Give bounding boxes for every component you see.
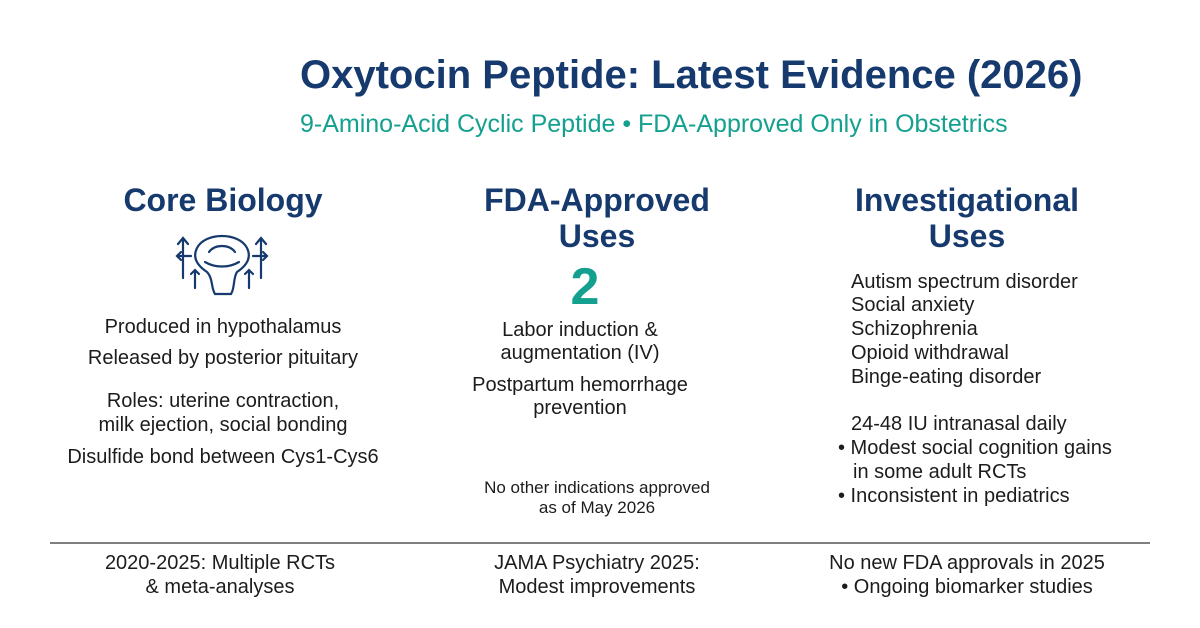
footer-line: 2020-2025: Multiple RCTs	[104, 552, 336, 574]
list-item: Opioid withdrawal	[851, 342, 1009, 364]
column-heading: Uses	[558, 218, 636, 254]
list-item: Autism spectrum disorder	[851, 271, 1078, 293]
dosing-line: • Modest social cognition gains	[838, 437, 1112, 459]
dosing-line: 24-48 IU intranasal daily	[851, 413, 1067, 435]
list-item: Social anxiety	[851, 294, 975, 316]
biology-icon	[175, 235, 269, 296]
list-item: Postpartum hemorrhage	[472, 374, 688, 396]
list-item: Produced in hypothalamus	[104, 316, 342, 338]
dosing-line: • Inconsistent in pediatrics	[838, 485, 1070, 507]
list-item: Schizophrenia	[851, 318, 978, 340]
subtitle: 9-Amino-Acid Cyclic Peptide • FDA-Approv…	[300, 110, 1008, 138]
footer-line: Modest improvements	[498, 576, 696, 598]
list-item: Released by posterior pituitary	[87, 347, 359, 369]
column-heading: Uses	[928, 218, 1006, 254]
list-item: Binge-eating disorder	[851, 366, 1042, 388]
footer-line: No new FDA approvals in 2025	[829, 552, 1105, 574]
count: 2	[570, 258, 600, 316]
column-heading: Core Biology	[123, 182, 323, 218]
footer-line: JAMA Psychiatry 2025:	[494, 552, 700, 574]
note: No other indications approved	[484, 478, 710, 497]
list-item: augmentation (IV)	[500, 342, 660, 364]
list-item: Labor induction &	[502, 319, 658, 341]
note: as of May 2026	[538, 498, 656, 517]
footer-line: • Ongoing biomarker studies	[841, 576, 1093, 598]
column-heading: Investigational	[854, 182, 1080, 218]
footer-line: & meta-analyses	[145, 576, 295, 598]
list-item: Disulfide bond between Cys1-Cys6	[67, 446, 379, 468]
list-item: milk ejection, social bonding	[98, 414, 348, 436]
dosing-line: in some adult RCTs	[853, 461, 1027, 483]
list-item: Roles: uterine contraction,	[106, 390, 340, 412]
column-heading: FDA-Approved	[484, 182, 710, 218]
list-item: prevention	[533, 397, 627, 419]
